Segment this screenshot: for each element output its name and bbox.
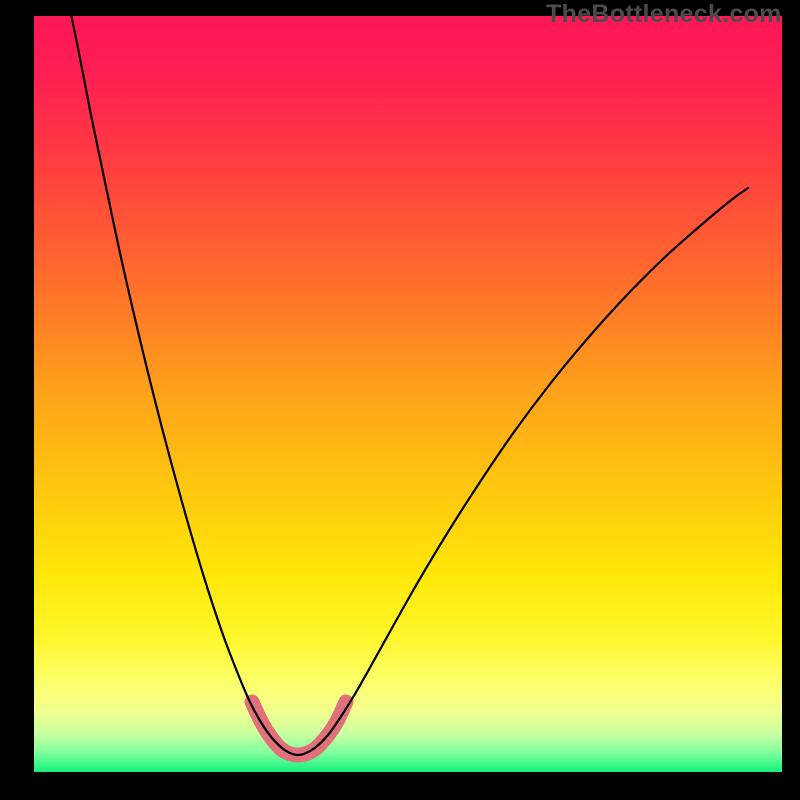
watermark-text: TheBottleneck.com [546, 0, 782, 29]
bottleneck-curve [68, 16, 748, 755]
curve-layer [34, 16, 782, 772]
plot-area [34, 16, 782, 772]
chart-frame: TheBottleneck.com [0, 0, 800, 800]
